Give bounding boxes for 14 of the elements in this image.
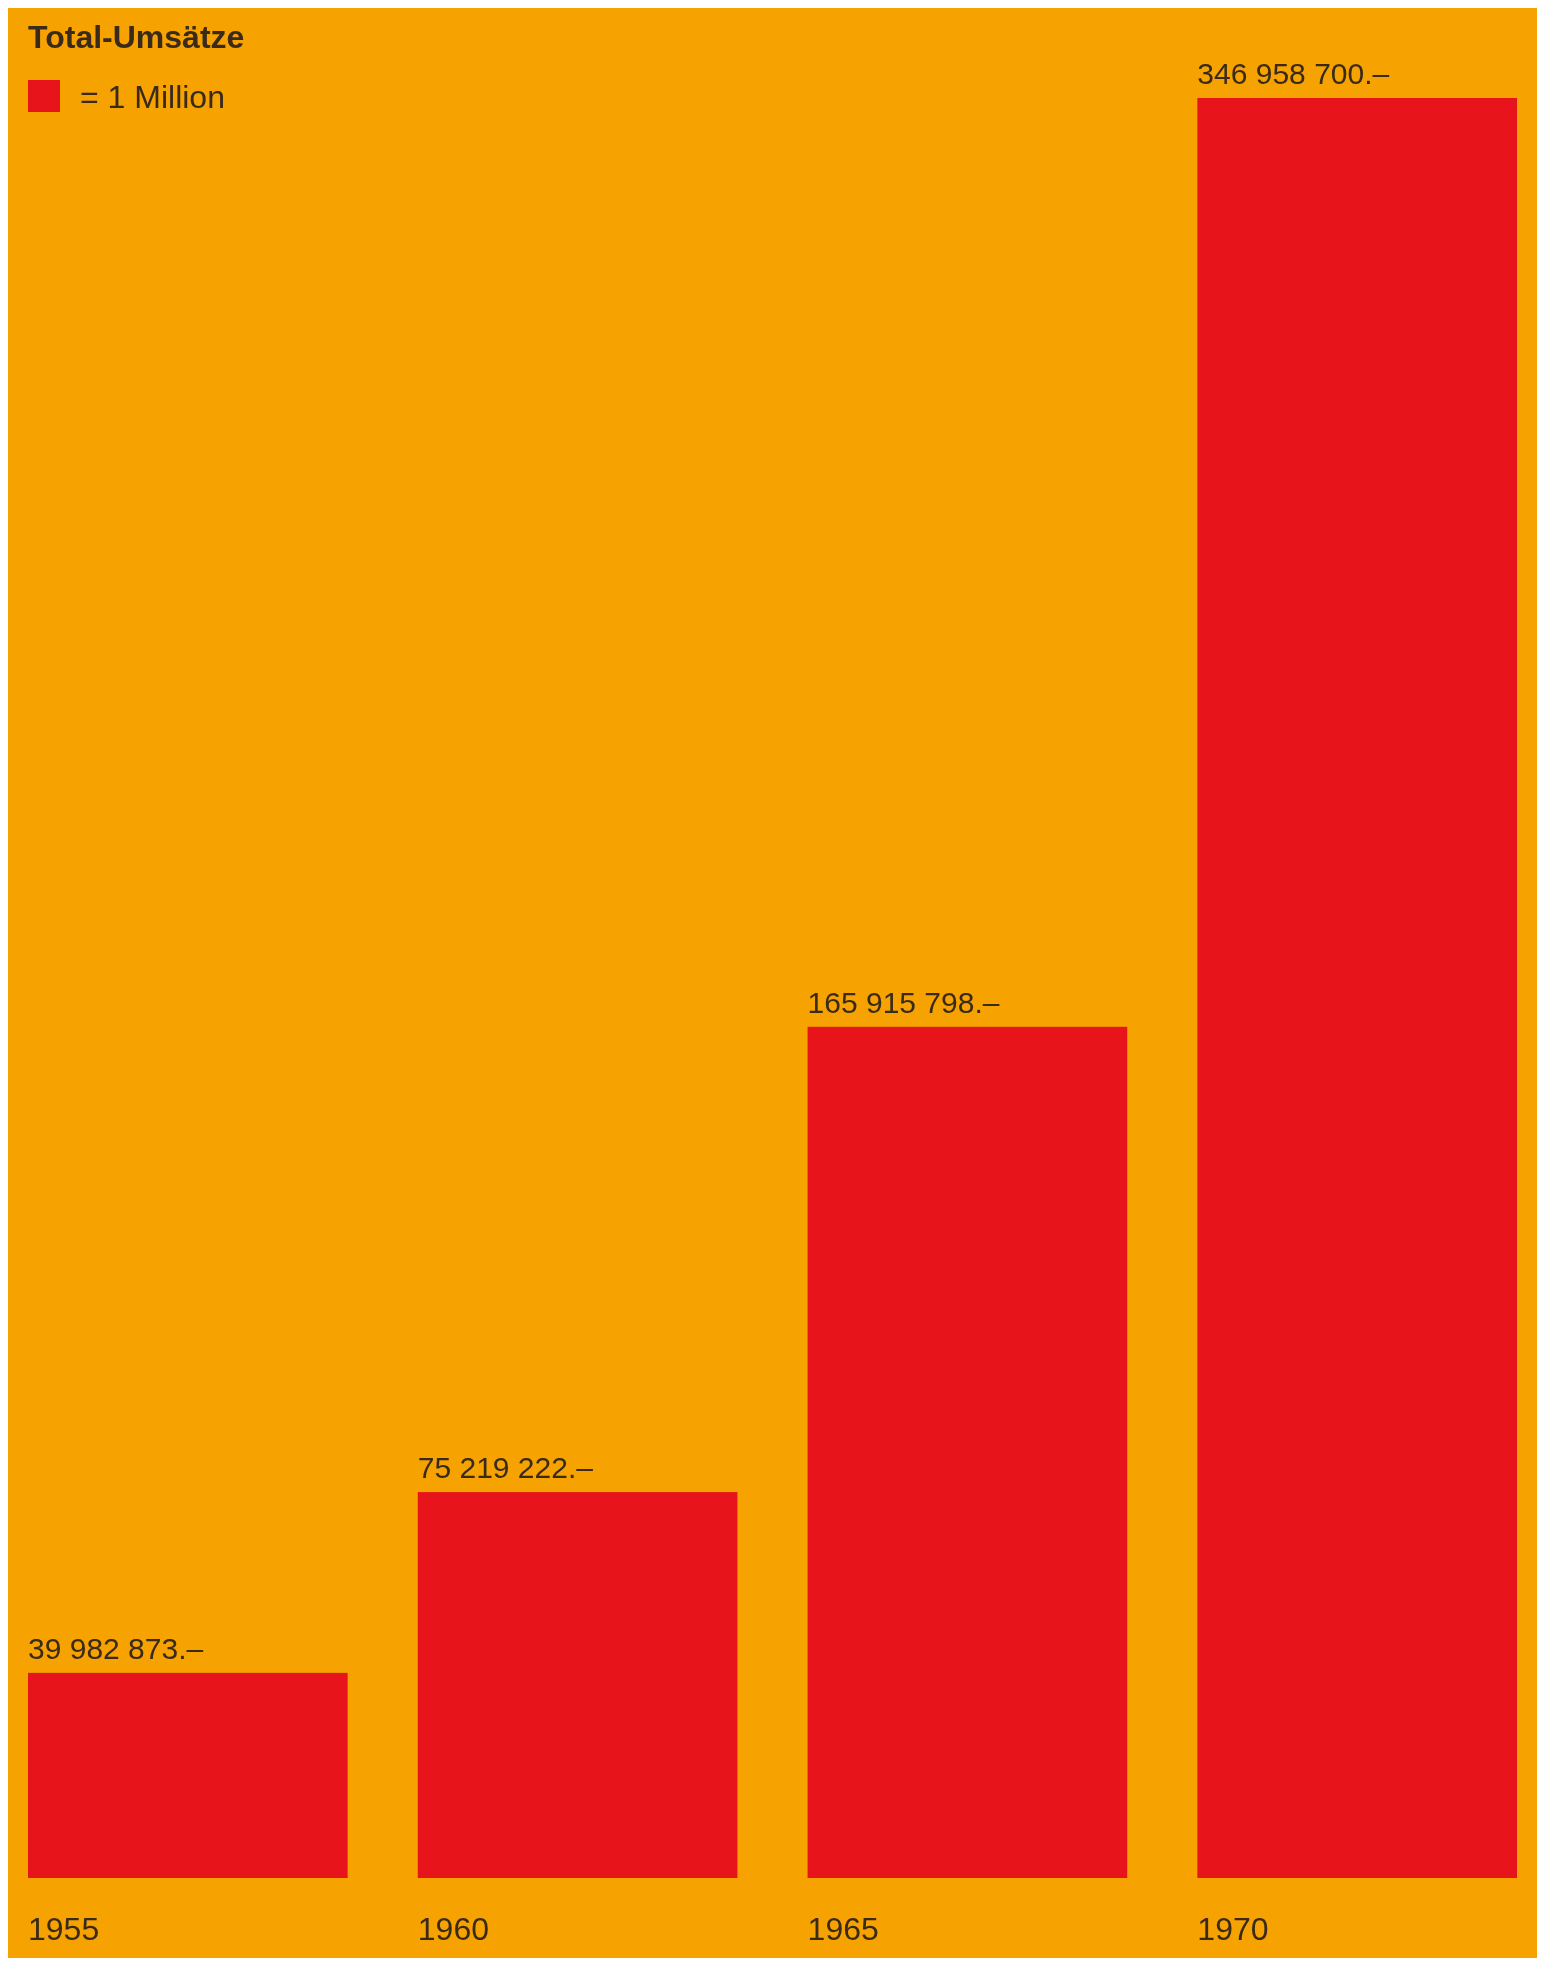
bar [1197,98,1517,1878]
bar [417,1492,738,1878]
x-tick-label: 1955 [28,1911,100,1947]
x-tick-label: 1960 [417,1911,489,1947]
annotation: = 1 Million [80,79,225,115]
data-label: 346 958 700.– [1197,57,1390,90]
x-tick-label: 1965 [807,1911,879,1947]
data-label: 165 915 798.– [807,985,1000,1019]
bar [807,1026,1128,1878]
data-label: 75 219 222.– [417,1451,594,1485]
x-tick-label: 1970 [1197,1911,1269,1947]
chart-title: Total-Umsätze [28,19,245,55]
data-label: 39 982 873.– [28,1631,204,1665]
bar [28,1672,348,1878]
